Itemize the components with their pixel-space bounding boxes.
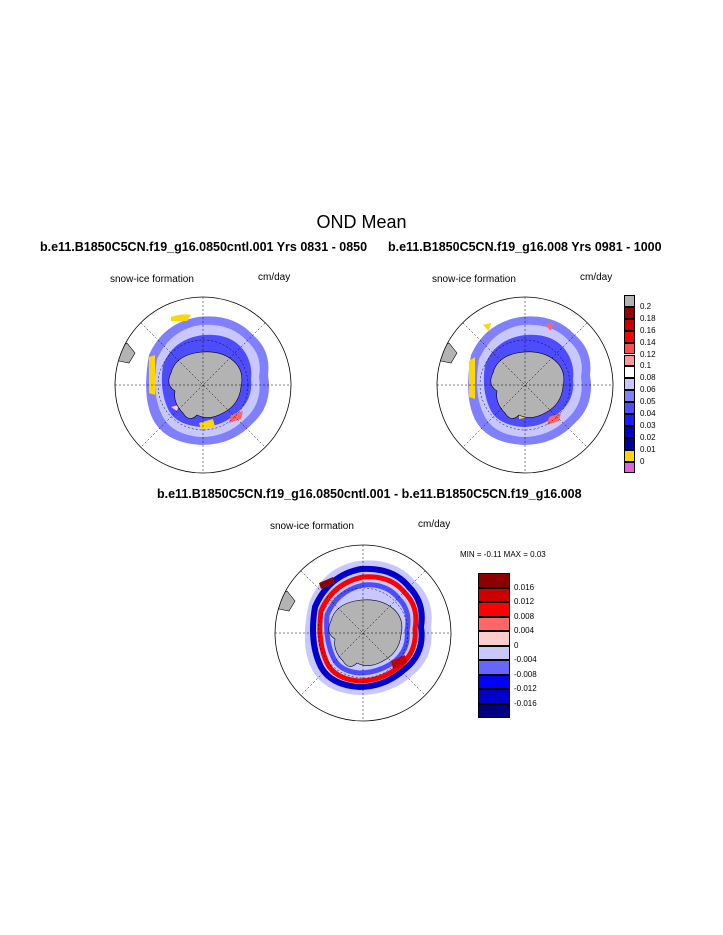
diff-strong-positive bbox=[391, 655, 407, 669]
diff-colorbar-tick-label: -0.008 bbox=[514, 669, 537, 679]
top-colorbar-tick-label: 0.16 bbox=[640, 325, 656, 335]
panel3-units-label: cm/day bbox=[418, 519, 451, 530]
top-colorbar-tick-label: 0.08 bbox=[640, 373, 656, 383]
top-colorbar-swatch bbox=[624, 449, 635, 462]
yellow-patch bbox=[171, 314, 191, 321]
top-colorbar-tick-label: 0.18 bbox=[640, 313, 656, 323]
diff-colorbar-tick-label: 0.012 bbox=[514, 597, 535, 606]
diff-colorbar-tick-label: 0.016 bbox=[514, 582, 535, 592]
page-title: OND Mean bbox=[316, 212, 407, 232]
diff-colorbar-swatch bbox=[478, 703, 510, 718]
diff-colorbar-swatch bbox=[478, 645, 510, 660]
top-colorbar-swatch bbox=[624, 354, 635, 367]
top-colorbar-tick-label: 0.04 bbox=[640, 409, 656, 418]
panel1-run-title: b.e11.B1850C5CN.f19_g16.0850cntl.001 Yrs… bbox=[40, 240, 368, 254]
top-colorbar-tick-label: 0.12 bbox=[640, 349, 656, 359]
diff-colorbar-swatch bbox=[478, 573, 510, 588]
diff-colorbar-swatch bbox=[478, 602, 510, 617]
panel1-variable-label: snow-ice formation bbox=[110, 274, 194, 285]
diff-colorbar-tick-label: -0.012 bbox=[514, 684, 537, 693]
panel3-variable-label: snow-ice formation bbox=[270, 521, 354, 532]
diff-colorbar-swatch bbox=[478, 616, 510, 631]
top-colorbar-swatch bbox=[624, 402, 635, 414]
panel2-variable-label: snow-ice formation bbox=[432, 274, 516, 285]
panel2-polar-map bbox=[436, 296, 614, 474]
top-colorbar-swatch bbox=[624, 306, 635, 319]
min-max-annotation: MIN = -0.11 MAX = 0.03 bbox=[460, 550, 546, 559]
top-colorbar-swatch bbox=[624, 366, 635, 379]
diff-colorbar-swatch bbox=[478, 631, 510, 646]
top-colorbar-swatch bbox=[624, 461, 635, 474]
antarctica-landmass bbox=[168, 351, 243, 419]
max-label: MAX = bbox=[503, 550, 528, 559]
top-colorbar-swatch bbox=[624, 295, 635, 307]
top-colorbar-tick-label: 0.01 bbox=[640, 444, 656, 454]
min-label: MIN = bbox=[460, 550, 482, 559]
diff-negative-band bbox=[310, 565, 425, 691]
panel2-units-label: cm/day bbox=[580, 272, 613, 283]
top-colorbar-swatch bbox=[624, 342, 635, 355]
top-colorbar-tick-label: 0.02 bbox=[640, 432, 656, 442]
red-patch bbox=[171, 405, 179, 411]
diff-strong-positive bbox=[319, 577, 335, 589]
top-colorbar-tick-label: 0.1 bbox=[640, 361, 652, 371]
top-colorbar-swatch bbox=[624, 378, 635, 391]
panel1-units-label: cm/day bbox=[258, 272, 291, 283]
antarctica-landmass bbox=[490, 351, 565, 419]
top-colorbar-tick-label: 0.06 bbox=[640, 385, 656, 395]
yellow-patch bbox=[469, 357, 475, 399]
top-colorbar-swatch bbox=[624, 390, 635, 403]
max-value: 0.03 bbox=[530, 550, 546, 559]
top-colorbar: 0.2 0.18 0.16 0.14 0.12 0.1 0.08 0.06 0.05 0.04 0.… bbox=[624, 295, 684, 475]
panel3-run-title: b.e11.B1850C5CN.f19_g16.0850cntl.001 - b… bbox=[157, 487, 582, 501]
top-colorbar-tick-label: 0.05 bbox=[640, 397, 656, 407]
diff-negative-inner bbox=[324, 582, 411, 676]
top-colorbar-swatch bbox=[624, 414, 635, 426]
diff-colorbar-swatch bbox=[478, 689, 510, 704]
yellow-patch bbox=[483, 323, 491, 331]
antarctica-landmass bbox=[328, 599, 403, 667]
diff-colorbar-tick-label: -0.004 bbox=[514, 655, 537, 664]
red-patch bbox=[545, 323, 553, 331]
diff-colorbar-tick-label: 0 bbox=[514, 640, 519, 650]
red-patch bbox=[547, 413, 561, 425]
top-colorbar-tick-label: 0.2 bbox=[640, 301, 652, 311]
top-colorbar-swatch bbox=[624, 437, 635, 450]
red-patch bbox=[229, 411, 243, 423]
diff-colorbar-swatch bbox=[478, 587, 510, 602]
top-colorbar-swatch bbox=[624, 318, 635, 331]
diff-colorbar-tick-label: -0.016 bbox=[514, 698, 537, 708]
top-colorbar-tick-label: 0.03 bbox=[640, 420, 656, 430]
panel3-difference-map bbox=[274, 544, 452, 722]
top-colorbar-swatch bbox=[624, 425, 635, 438]
diff-positive-band bbox=[317, 574, 419, 684]
panel1-polar-map bbox=[114, 296, 292, 474]
top-colorbar-tick-label: 0 bbox=[640, 456, 645, 466]
diff-colorbar-swatch bbox=[478, 674, 510, 689]
diff-colorbar-swatch bbox=[478, 660, 510, 675]
diff-colorbar-tick-label: 0.004 bbox=[514, 626, 535, 635]
top-colorbar-swatch bbox=[624, 330, 635, 343]
yellow-patch bbox=[149, 355, 155, 395]
top-colorbar-tick-label: 0.14 bbox=[640, 337, 656, 347]
diff-colorbar-tick-label: 0.008 bbox=[514, 611, 535, 621]
panel2-run-title: b.e11.B1850C5CN.f19_g16.008 Yrs 0981 - 1… bbox=[388, 240, 662, 254]
diff-colorbar: 0.016 0.012 0.008 0.004 0 -0.004 -0.008 -0.012 -… bbox=[478, 573, 558, 723]
min-value: -0.11 bbox=[483, 550, 502, 559]
